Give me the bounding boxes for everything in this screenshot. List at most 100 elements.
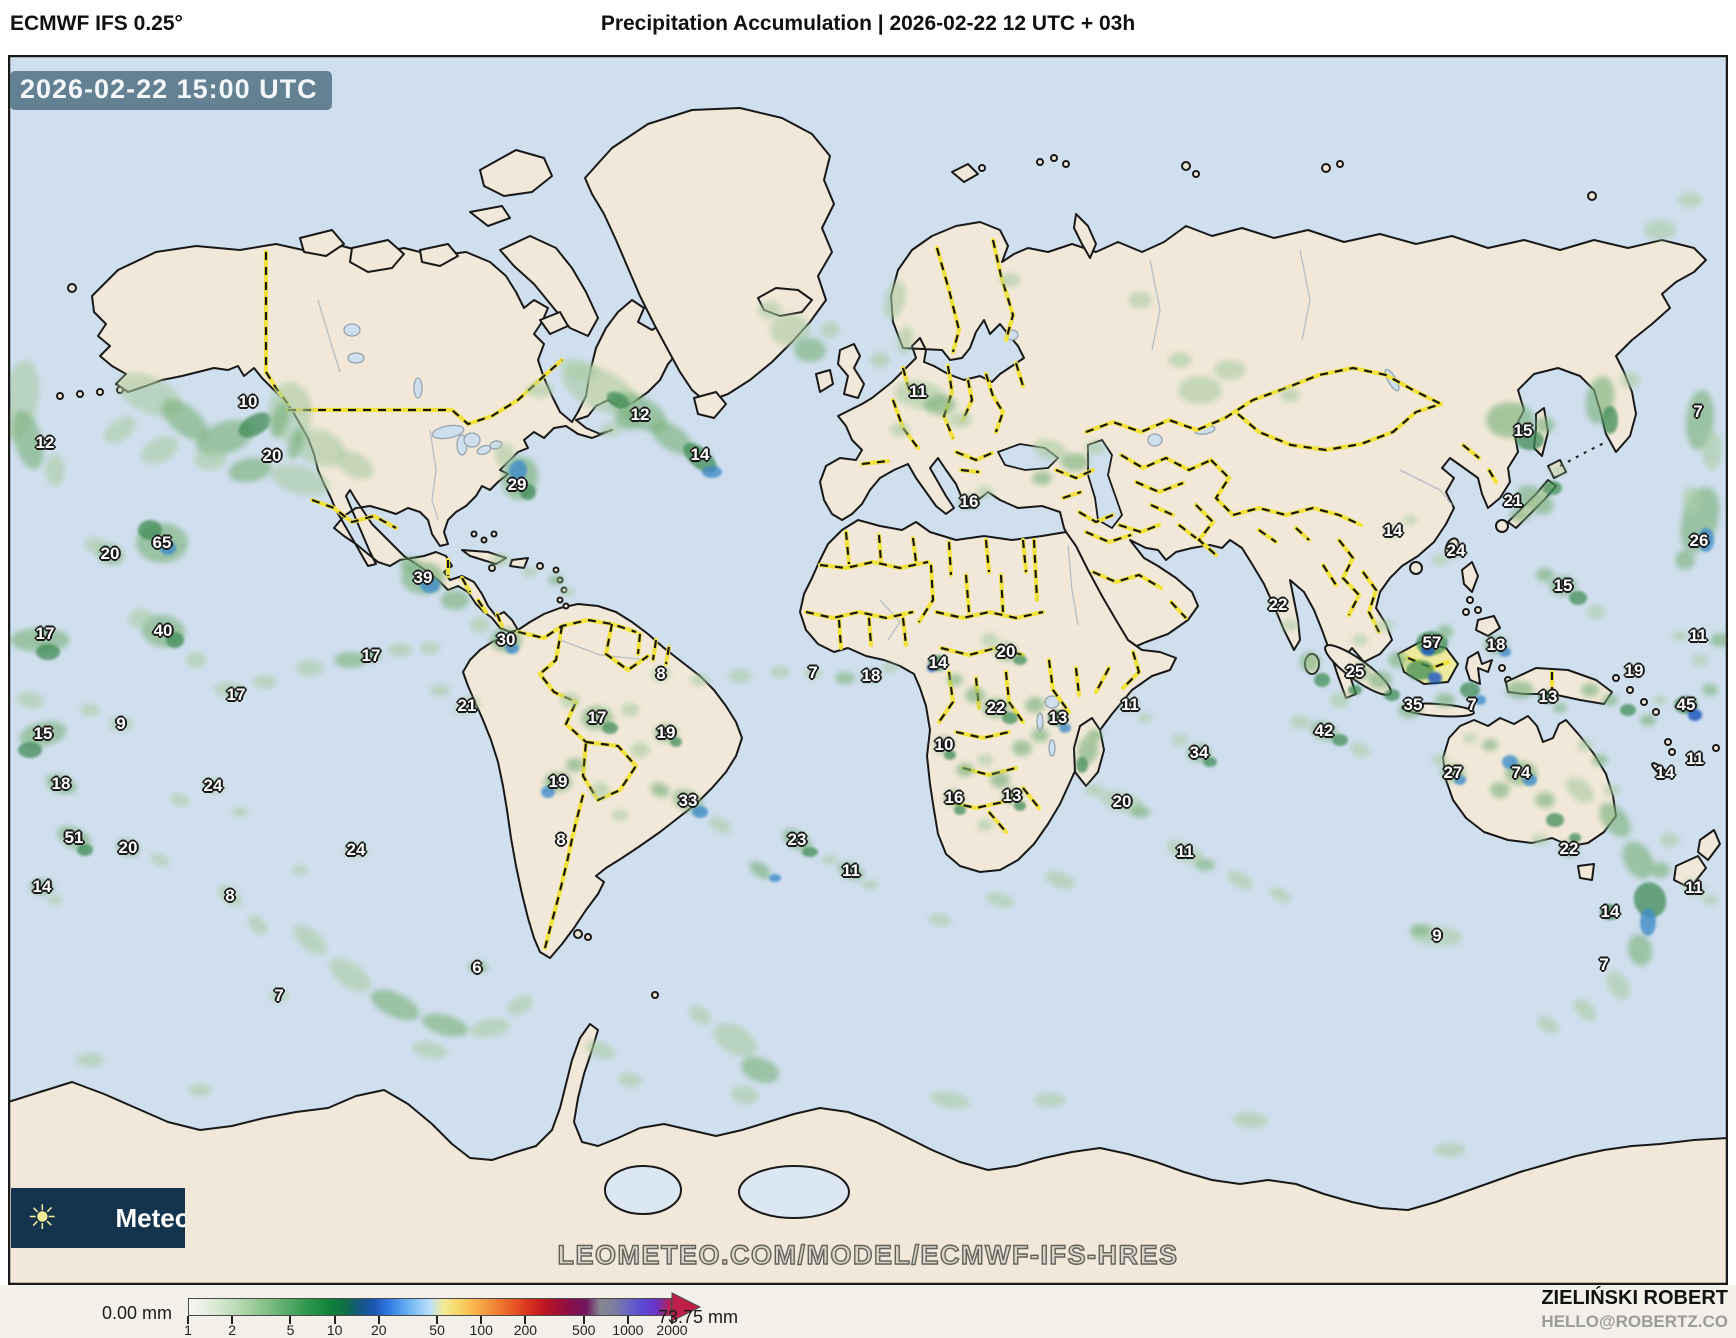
rivers xyxy=(317,249,1453,661)
precip-cell xyxy=(420,577,440,593)
legend-tick-mark xyxy=(582,1316,585,1324)
precip-cell xyxy=(1688,709,1702,721)
border-dash xyxy=(1178,504,1217,556)
legend-tick-mark xyxy=(187,1316,189,1324)
precip-cell xyxy=(1606,970,1630,1000)
precip-cell xyxy=(1702,430,1722,470)
precip-cell xyxy=(1490,782,1510,798)
border-dash xyxy=(288,359,563,426)
precip-cell xyxy=(651,421,693,455)
precip-cell xyxy=(1682,486,1702,514)
legend-tick-label: 200 xyxy=(513,1322,538,1338)
precip-cell xyxy=(965,687,985,703)
precip-cell xyxy=(232,807,248,817)
precip-cell xyxy=(1602,694,1618,706)
precip-cell xyxy=(692,806,708,818)
precip-cell xyxy=(689,1005,711,1025)
precip-cell xyxy=(128,608,152,628)
precip-cell xyxy=(1077,736,1099,764)
legend-tick-mark xyxy=(626,1316,629,1324)
precip-cell xyxy=(884,280,906,320)
precip-cell xyxy=(430,684,450,696)
precip-cell xyxy=(12,410,44,470)
border-dash xyxy=(1078,511,1160,534)
precip-cell xyxy=(470,1018,510,1038)
precip-cell xyxy=(16,691,44,709)
precip-cell xyxy=(713,1022,757,1058)
border-dash xyxy=(964,539,1039,613)
precip-cell xyxy=(36,644,60,660)
precip-cell xyxy=(1569,833,1581,843)
border-dash xyxy=(311,498,397,529)
legend-tick-label: 500 xyxy=(572,1322,596,1338)
precip-cell xyxy=(161,399,209,441)
precip-cell xyxy=(728,669,752,683)
precip-cell xyxy=(1535,792,1555,808)
precip-cell xyxy=(794,338,826,362)
precip-cell xyxy=(47,895,63,905)
precip-cell xyxy=(18,742,42,758)
precip-cell xyxy=(214,681,246,699)
precip-cell xyxy=(1121,698,1139,712)
precip-cell xyxy=(109,716,133,732)
border-dash xyxy=(1085,416,1226,434)
precip-cell xyxy=(820,322,840,338)
precip-cell xyxy=(650,782,670,798)
precip-cell xyxy=(1085,441,1105,455)
precip-cell xyxy=(1535,417,1555,433)
precip-cell xyxy=(45,454,65,486)
precip-cell xyxy=(412,1041,448,1059)
precip-cell xyxy=(1314,673,1330,687)
precip-cell xyxy=(770,314,810,346)
precip-cell xyxy=(1650,862,1670,878)
precip-cell xyxy=(1660,833,1680,847)
precip-cell xyxy=(956,763,974,777)
precip-cell xyxy=(1034,1093,1066,1107)
precip-cell xyxy=(45,773,77,795)
credit-email: HELLO@ROBERTZ.CO xyxy=(1541,1312,1728,1331)
legend-tick-mark xyxy=(524,1316,527,1324)
precip-cell xyxy=(1633,882,1667,918)
precip-cell xyxy=(1014,801,1026,811)
precip-cell xyxy=(621,703,639,717)
precip-cell xyxy=(1569,591,1587,605)
border-dash xyxy=(446,560,504,627)
precip-cell xyxy=(584,1040,616,1060)
precip-cell xyxy=(520,484,536,500)
border-dash xyxy=(1092,570,1187,619)
precip-cell xyxy=(1330,692,1350,708)
precip-cell xyxy=(400,557,420,573)
precip-cell xyxy=(1059,723,1071,733)
sun-icon: ☀ xyxy=(27,1199,58,1237)
precip-cell xyxy=(1460,682,1480,698)
precip-cell xyxy=(1510,508,1530,522)
precip-cell xyxy=(1437,625,1453,639)
border-dash xyxy=(935,247,961,353)
precip-cell xyxy=(228,457,272,483)
border-dash xyxy=(935,610,1044,620)
legend-tick-label: 1000 xyxy=(612,1322,644,1338)
watermark: LEOMETEO.COM/MODEL/ECMWF-IFS-HRES xyxy=(557,1239,1179,1270)
precip-cell xyxy=(1000,273,1020,287)
precip-cell xyxy=(1280,388,1300,402)
precip-cell xyxy=(1085,784,1105,796)
precip-cell xyxy=(1172,734,1188,746)
border-glow xyxy=(1083,529,1134,545)
precip-cell xyxy=(453,697,481,715)
border-dash xyxy=(1224,366,1442,419)
border-dash xyxy=(1120,454,1212,517)
precip-cell xyxy=(1502,755,1518,769)
continents xyxy=(8,107,1728,1285)
precip-cell xyxy=(141,436,179,464)
precip-cell xyxy=(186,652,206,668)
world-map xyxy=(8,55,1728,1285)
border-dash xyxy=(1047,659,1110,713)
precip-cell xyxy=(253,675,277,689)
precip-cell xyxy=(977,754,993,766)
precip-cell xyxy=(522,567,538,577)
legend-tick-label: 100 xyxy=(469,1322,493,1338)
precip-cell xyxy=(468,961,488,973)
precip-cell xyxy=(566,758,584,772)
precip-cell xyxy=(495,443,515,467)
precip-cell xyxy=(1428,672,1442,684)
